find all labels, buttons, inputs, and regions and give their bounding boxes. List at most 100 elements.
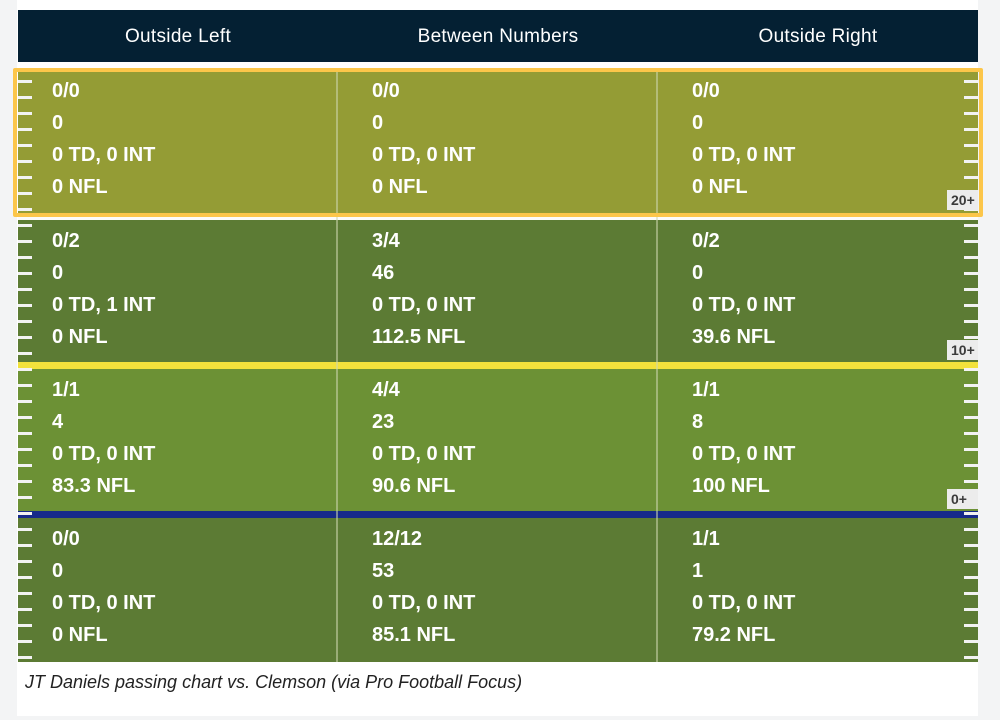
zone-cell: 0/0 0 0 TD, 0 INT 0 NFL <box>692 75 795 203</box>
hash-mark <box>964 608 978 611</box>
hash-mark <box>18 320 32 323</box>
hash-mark <box>964 448 978 451</box>
hash-mark <box>964 176 978 179</box>
hash-mark <box>18 128 32 131</box>
hash-mark <box>18 224 32 227</box>
yard-zone-label: 0+ <box>947 489 978 509</box>
hash-mark <box>964 464 978 467</box>
hash-mark <box>964 544 978 547</box>
yards-value: 0 <box>372 112 384 134</box>
hash-mark <box>18 272 32 275</box>
yards-value: 8 <box>692 411 704 433</box>
hash-mark <box>18 160 32 163</box>
hash-mark <box>964 576 978 579</box>
completions-attempts-value: 3/4 <box>372 230 400 252</box>
hash-mark <box>18 480 32 483</box>
zone-cell: 0/2 0 0 TD, 1 INT 0 NFL <box>52 225 155 353</box>
ten-yard-line <box>18 362 978 369</box>
completions-attempts-value: 0/0 <box>692 80 720 102</box>
hash-mark <box>964 400 978 403</box>
deep-zone-highlight <box>13 68 983 217</box>
yard-zone-label: 10+ <box>947 340 978 360</box>
column-header-bar: Outside Left Between Numbers Outside Rig… <box>18 10 978 62</box>
hash-mark <box>18 592 32 595</box>
hash-mark <box>964 80 978 83</box>
zone-cell: 1/1 4 0 TD, 0 INT 83.3 NFL <box>52 374 155 502</box>
nfl-rating-value: 85.1 NFL <box>372 624 456 646</box>
completions-attempts-value: 1/1 <box>692 379 720 401</box>
yards-value: 23 <box>372 411 395 433</box>
td-int-value: 0 TD, 1 INT <box>52 294 156 316</box>
hash-mark <box>18 144 32 147</box>
hash-mark <box>18 96 32 99</box>
nfl-rating-value: 0 NFL <box>52 624 108 646</box>
hash-mark <box>18 112 32 115</box>
hash-mark <box>18 352 32 355</box>
zone-cell: 1/1 1 0 TD, 0 INT 79.2 NFL <box>692 523 795 651</box>
td-int-value: 0 TD, 0 INT <box>692 443 796 465</box>
hash-mark <box>18 80 32 83</box>
zone-cell: 0/2 0 0 TD, 0 INT 39.6 NFL <box>692 225 795 353</box>
hash-mark <box>964 112 978 115</box>
nfl-rating-value: 112.5 NFL <box>372 326 466 348</box>
hash-mark <box>964 368 978 371</box>
yards-value: 0 <box>52 560 64 582</box>
chart-caption: JT Daniels passing chart vs. Clemson (vi… <box>25 672 523 692</box>
hash-mark <box>964 304 978 307</box>
yards-value: 1 <box>692 560 704 582</box>
completions-attempts-value: 0/2 <box>52 230 80 252</box>
nfl-rating-value: 39.6 NFL <box>692 326 776 348</box>
column-header-between-numbers: Between Numbers <box>417 26 579 47</box>
column-header-outside-left: Outside Left <box>124 26 232 47</box>
yards-value: 0 <box>692 112 704 134</box>
hash-mark <box>964 320 978 323</box>
completions-attempts-value: 4/4 <box>372 379 400 401</box>
yards-value: 0 <box>52 112 64 134</box>
nfl-rating-value: 83.3 NFL <box>52 475 136 497</box>
hash-mark <box>18 368 32 371</box>
hash-mark <box>18 432 32 435</box>
hash-mark <box>964 160 978 163</box>
yards-value: 0 <box>52 262 64 284</box>
hash-mark <box>18 304 32 307</box>
zone-cell: 0/0 0 0 TD, 0 INT 0 NFL <box>52 75 155 203</box>
completions-attempts-value: 1/1 <box>692 528 720 550</box>
column-divider <box>656 70 658 662</box>
nfl-rating-value: 100 NFL <box>692 475 770 497</box>
hash-mark <box>18 240 32 243</box>
nfl-rating-value: 0 NFL <box>52 326 108 348</box>
hash-mark <box>18 512 32 515</box>
hash-mark <box>964 480 978 483</box>
completions-attempts-value: 0/0 <box>52 528 80 550</box>
hash-mark <box>964 144 978 147</box>
hash-mark <box>18 464 32 467</box>
hash-mark <box>18 576 32 579</box>
yards-value: 53 <box>372 560 395 582</box>
hash-mark <box>964 592 978 595</box>
hash-mark <box>964 528 978 531</box>
td-int-value: 0 TD, 0 INT <box>692 592 796 614</box>
hash-mark <box>964 432 978 435</box>
column-header-outside-right: Outside Right <box>758 26 878 47</box>
hash-mark <box>18 656 32 659</box>
hash-mark <box>964 640 978 643</box>
hash-mark <box>964 240 978 243</box>
yards-value: 0 <box>692 262 704 284</box>
completions-attempts-value: 0/2 <box>692 230 720 252</box>
td-int-value: 0 TD, 0 INT <box>52 592 156 614</box>
zone-cell: 0/0 0 0 TD, 0 INT 0 NFL <box>372 75 475 203</box>
completions-attempts-value: 1/1 <box>52 379 80 401</box>
hash-mark <box>18 288 32 291</box>
completions-attempts-value: 0/0 <box>372 80 400 102</box>
zone-cell: 12/12 53 0 TD, 0 INT 85.1 NFL <box>372 523 475 651</box>
left-hash-marks <box>18 70 32 662</box>
hash-mark <box>964 512 978 515</box>
zone-cell: 3/4 46 0 TD, 0 INT 112.5 NFL <box>372 225 475 353</box>
zone-cell: 4/4 23 0 TD, 0 INT 90.6 NFL <box>372 374 475 502</box>
completions-attempts-value: 0/0 <box>52 80 80 102</box>
hash-mark <box>964 128 978 131</box>
hash-mark <box>964 272 978 275</box>
td-int-value: 0 TD, 0 INT <box>692 294 796 316</box>
hash-mark <box>18 256 32 259</box>
hash-mark <box>964 288 978 291</box>
